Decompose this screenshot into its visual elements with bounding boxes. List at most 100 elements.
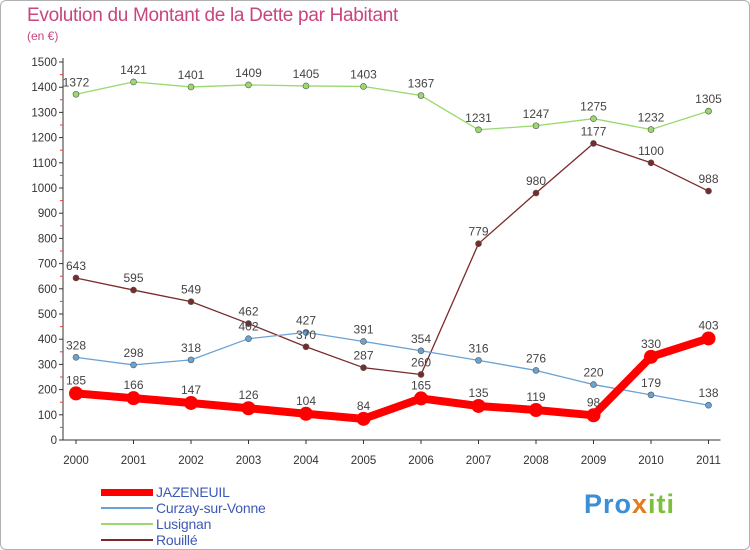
- y-tick-label: 700: [38, 259, 57, 271]
- data-label: 549: [181, 283, 201, 297]
- y-tick-label: 0: [51, 435, 57, 447]
- data-point: [245, 320, 252, 327]
- x-tick-label: 2004: [293, 455, 319, 467]
- data-label: 330: [641, 337, 661, 351]
- data-label: 147: [181, 383, 201, 397]
- y-tick-label: 1200: [31, 133, 57, 145]
- y-tick-label: 1500: [31, 57, 57, 69]
- y-tick-label: 1100: [32, 158, 57, 170]
- data-label: 1409: [235, 66, 262, 80]
- data-label: 643: [66, 259, 86, 273]
- y-tick-label: 1300: [31, 107, 57, 119]
- y-tick-label: 100: [38, 410, 57, 422]
- data-point: [590, 140, 597, 147]
- data-point: [299, 406, 313, 421]
- data-label: 370: [296, 328, 316, 342]
- legend-label: Curzay-sur-Vonne: [156, 500, 266, 516]
- legend-swatch: [101, 523, 153, 525]
- data-label: 138: [698, 386, 718, 400]
- data-label: 462: [238, 305, 258, 319]
- data-label: 104: [296, 394, 316, 408]
- data-point: [302, 329, 310, 336]
- x-tick-label: 2011: [696, 455, 721, 467]
- data-label: 1367: [408, 77, 435, 91]
- data-point: [475, 126, 482, 134]
- y-tick-label: 800: [38, 233, 57, 245]
- x-tick-label: 2002: [178, 455, 204, 467]
- data-label: 98: [587, 395, 601, 409]
- data-point: [705, 401, 712, 409]
- data-label: 403: [698, 318, 718, 332]
- data-point: [705, 107, 712, 115]
- unit-label: (en €): [27, 29, 59, 43]
- x-tick-label: 2005: [351, 455, 377, 467]
- data-point: [532, 189, 540, 197]
- data-label: 298: [123, 346, 143, 360]
- data-label: 1247: [523, 107, 550, 121]
- data-point: [586, 408, 601, 423]
- data-point: [647, 391, 655, 399]
- legend-swatch: [101, 507, 153, 509]
- data-point: [475, 357, 482, 364]
- data-point: [414, 391, 428, 406]
- data-point: [241, 401, 256, 416]
- data-label: 185: [66, 373, 86, 387]
- x-tick-label: 2003: [236, 455, 262, 467]
- data-point: [529, 403, 543, 418]
- data-label: 1177: [581, 124, 607, 138]
- data-point: [360, 83, 367, 90]
- data-label: 1401: [178, 68, 205, 82]
- data-point: [187, 298, 195, 305]
- data-label: 354: [411, 332, 431, 346]
- legend-label: Lusignan: [156, 516, 212, 532]
- x-tick-label: 2007: [466, 455, 492, 467]
- data-point: [417, 371, 425, 378]
- data-point: [130, 78, 137, 86]
- data-point: [130, 361, 137, 369]
- data-point: [417, 92, 425, 99]
- data-label: 166: [123, 378, 143, 392]
- x-tick-label: 2001: [121, 455, 147, 467]
- logo-part-2: x: [632, 489, 649, 519]
- data-label: 287: [353, 349, 373, 363]
- data-label: 391: [353, 322, 373, 336]
- legend-item: Curzay-sur-Vonne: [101, 500, 266, 516]
- data-point: [245, 81, 252, 89]
- data-point: [644, 349, 658, 364]
- legend-item: JAZENEUIL: [101, 484, 266, 500]
- logo-part-3: iti: [648, 489, 676, 519]
- data-label: 595: [123, 271, 143, 285]
- y-tick-label: 1400: [31, 82, 57, 94]
- y-tick-label: 200: [38, 385, 57, 397]
- data-label: 1421: [120, 63, 147, 77]
- data-point: [647, 159, 655, 167]
- data-point: [417, 347, 425, 355]
- data-point: [72, 90, 80, 98]
- data-point: [532, 367, 540, 374]
- data-label: 980: [526, 174, 546, 188]
- data-label: 126: [238, 388, 258, 402]
- data-label: 276: [526, 351, 546, 365]
- data-label: 328: [66, 338, 86, 352]
- y-tick-label: 900: [38, 208, 57, 220]
- series-line-2: [75, 81, 709, 131]
- data-label: 318: [181, 341, 201, 355]
- y-tick-label: 500: [38, 309, 57, 321]
- legend-label: Rouillé: [156, 532, 198, 548]
- data-label: 779: [468, 225, 488, 239]
- legend-item: Lusignan: [101, 516, 266, 532]
- legend-item: Rouillé: [101, 532, 266, 548]
- data-label: 427: [296, 313, 316, 327]
- x-tick-label: 2009: [581, 455, 607, 467]
- data-label: 179: [641, 376, 661, 390]
- data-point: [187, 83, 195, 91]
- data-point: [701, 331, 716, 346]
- data-label: 220: [583, 366, 603, 380]
- data-label: 165: [411, 378, 431, 392]
- data-point: [72, 354, 80, 361]
- data-point: [72, 274, 80, 282]
- data-label: 1405: [293, 67, 320, 81]
- chart-title: Evolution du Montant de la Dette par Hab…: [27, 5, 398, 26]
- data-point: [471, 398, 486, 413]
